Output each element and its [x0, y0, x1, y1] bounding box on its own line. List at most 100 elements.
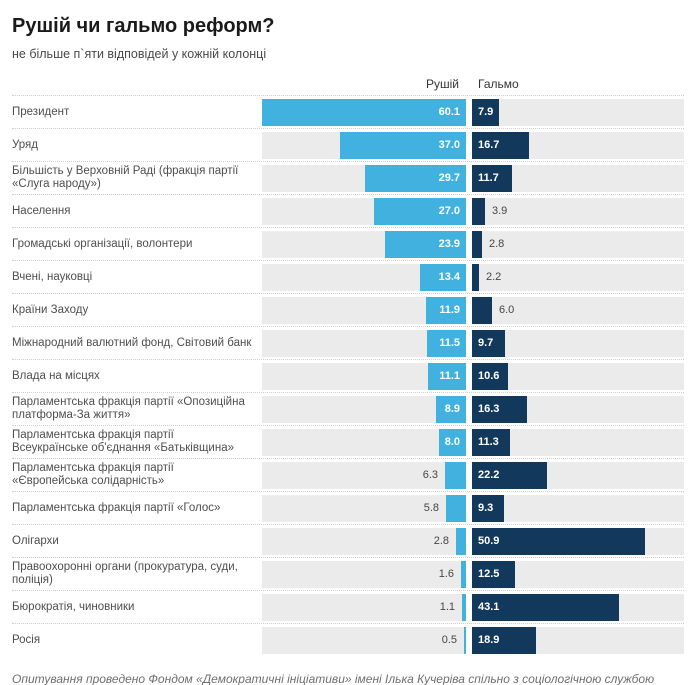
chart-row: Міжнародний валютний фонд, Світовий банк… [12, 326, 684, 359]
driver-bar: 11.5 [427, 329, 466, 357]
driver-track: 37.0 [262, 131, 466, 159]
brake-track: 12.5 [472, 560, 684, 588]
brake-bar: 12.5 [472, 560, 515, 588]
driver-value: 27.0 [438, 205, 460, 217]
chart-rows: Президент 60.1 7.9 Уряд 37.0 16.7 Більшість у … [12, 95, 684, 656]
driver-track: 2.8 [262, 527, 466, 555]
brake-track: 2.8 [472, 230, 684, 258]
category-label: Правоохоронні органи (прокуратура, суди,… [12, 561, 238, 586]
category-label: Вчені, науковці [12, 270, 93, 283]
driver-bar: 60.1 [262, 98, 466, 126]
category-label: Громадські організації, волонтери [12, 237, 193, 250]
category-label: Президент [12, 105, 70, 118]
driver-bar: 11.1 [428, 362, 466, 390]
chart-row: Більшість у Верховній Раді (фракція парт… [12, 161, 684, 194]
brake-value: 2.2 [486, 271, 502, 283]
driver-track: 1.1 [262, 593, 466, 621]
driver-track: 60.1 [262, 98, 466, 126]
driver-value: 1.6 [438, 568, 454, 580]
driver-value: 2.8 [433, 535, 449, 547]
driver-bar: 27.0 [374, 197, 466, 225]
brake-bar: 9.3 [472, 494, 504, 522]
chart-title: Рушій чи гальмо реформ? [12, 15, 275, 37]
chart-row: Росія 0.5 18.9 [12, 623, 684, 656]
driver-bar [445, 461, 466, 489]
brake-bar: 16.7 [472, 131, 529, 159]
brake-track: 10.6 [472, 362, 684, 390]
brake-bar: 22.2 [472, 461, 547, 489]
driver-value: 60.1 [438, 106, 460, 118]
chart-row: Парламентська фракція партії «Опозиційна… [12, 392, 684, 425]
driver-value: 37.0 [438, 139, 460, 151]
brake-bar [472, 230, 482, 258]
chart-row: Бюрократія, чиновники 1.1 43.1 [12, 590, 684, 623]
brake-track: 22.2 [472, 461, 684, 489]
chart-row: Президент 60.1 7.9 [12, 95, 684, 128]
brake-track: 9.3 [472, 494, 684, 522]
brake-bar: 10.6 [472, 362, 508, 390]
brake-track: 50.9 [472, 527, 684, 555]
brake-track: 9.7 [472, 329, 684, 357]
driver-bar: 8.9 [436, 395, 466, 423]
driver-bar: 8.0 [439, 428, 466, 456]
column-header-brake: Гальмо [478, 77, 519, 91]
brake-value: 22.2 [478, 469, 500, 481]
driver-track: 11.1 [262, 362, 466, 390]
driver-track: 5.8 [262, 494, 466, 522]
category-label: Парламентська фракція партії «Опозиційна… [12, 396, 245, 421]
driver-bar [446, 494, 466, 522]
driver-value: 8.0 [444, 436, 460, 448]
brake-value: 12.5 [478, 568, 500, 580]
chart-row: Громадські організації, волонтери 23.9 2.8 [12, 227, 684, 260]
brake-track: 6.0 [472, 296, 684, 324]
category-label: Влада на місцях [12, 369, 100, 382]
brake-value: 11.7 [478, 172, 499, 184]
chart-row: Населення 27.0 3.9 [12, 194, 684, 227]
brake-value: 11.3 [478, 436, 499, 448]
chart-row: Парламентська фракція партії «Голос» 5.8 9… [12, 491, 684, 524]
driver-bar: 29.7 [365, 164, 466, 192]
driver-bar: 23.9 [385, 230, 466, 258]
brake-value: 7.9 [478, 106, 494, 118]
driver-track: 1.6 [262, 560, 466, 588]
brake-value: 16.7 [478, 139, 500, 151]
driver-value: 11.1 [439, 370, 460, 382]
category-label: Олігархи [12, 534, 59, 547]
driver-bar [461, 560, 466, 588]
driver-track: 11.9 [262, 296, 466, 324]
brake-bar: 11.3 [472, 428, 510, 456]
chart-row: Парламентська фракція партії Всеукраїнсь… [12, 425, 684, 458]
brake-track: 16.7 [472, 131, 684, 159]
driver-track: 13.4 [262, 263, 466, 291]
driver-value: 11.5 [439, 337, 460, 349]
driver-value: 0.5 [441, 634, 457, 646]
brake-bar: 18.9 [472, 626, 536, 654]
brake-bar [472, 197, 485, 225]
brake-track: 18.9 [472, 626, 684, 654]
chart-row: Вчені, науковці 13.4 2.2 [12, 260, 684, 293]
driver-value: 5.8 [423, 502, 439, 514]
driver-track: 6.3 [262, 461, 466, 489]
brake-value: 18.9 [478, 634, 500, 646]
chart-row: Уряд 37.0 16.7 [12, 128, 684, 161]
driver-value: 1.1 [439, 601, 455, 613]
brake-value: 6.0 [499, 304, 515, 316]
brake-track: 3.9 [472, 197, 684, 225]
driver-value: 11.9 [439, 304, 460, 316]
driver-bar [462, 593, 466, 621]
driver-track: 11.5 [262, 329, 466, 357]
category-label: Парламентська фракція партії «Голос» [12, 501, 221, 514]
brake-value: 2.8 [489, 238, 505, 250]
driver-bar [456, 527, 466, 555]
brake-bar: 16.3 [472, 395, 527, 423]
driver-track: 23.9 [262, 230, 466, 258]
chart-row: Правоохоронні органи (прокуратура, суди,… [12, 557, 684, 590]
driver-track: 27.0 [262, 197, 466, 225]
driver-track: 29.7 [262, 164, 466, 192]
brake-value: 9.7 [478, 337, 494, 349]
driver-value: 8.9 [444, 403, 460, 415]
brake-bar: 9.7 [472, 329, 505, 357]
brake-bar: 7.9 [472, 98, 499, 126]
brake-track: 11.7 [472, 164, 684, 192]
